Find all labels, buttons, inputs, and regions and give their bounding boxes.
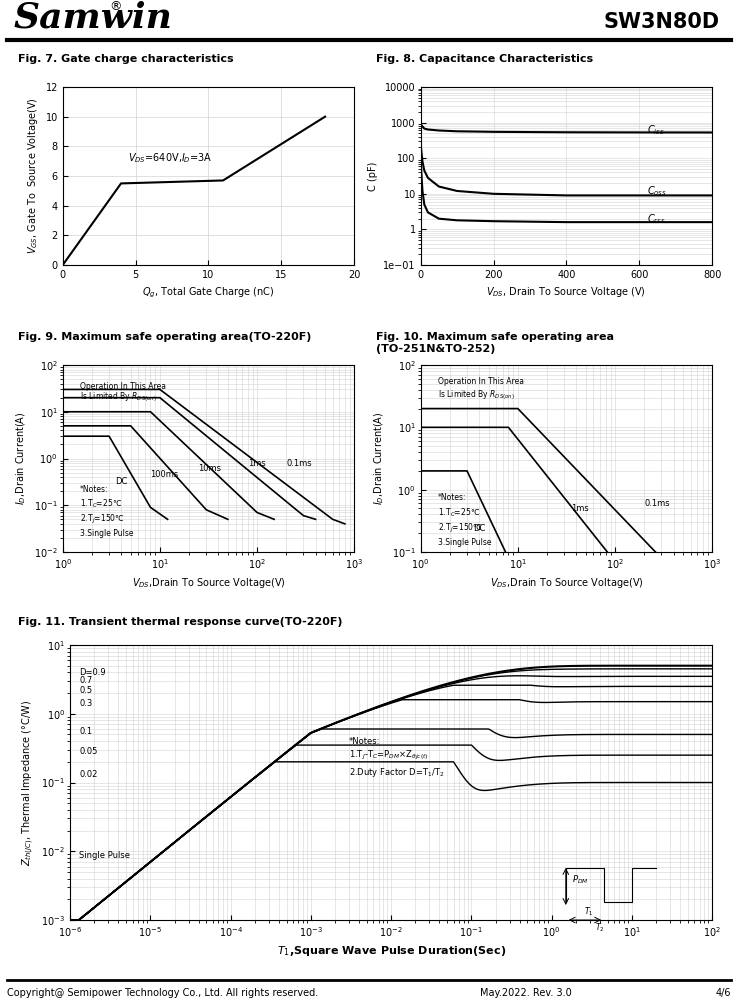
Y-axis label: $Z_{th(JC)}$, Thermal Impedance (°C/W): $Z_{th(JC)}$, Thermal Impedance (°C/W) xyxy=(21,699,35,866)
Text: $T_1$: $T_1$ xyxy=(584,906,593,918)
Text: 0.02: 0.02 xyxy=(79,770,97,779)
Text: DC: DC xyxy=(116,477,128,486)
Text: Fig. 9. Maximum safe operating area(TO-220F): Fig. 9. Maximum safe operating area(TO-2… xyxy=(18,332,312,342)
Text: 0.1ms: 0.1ms xyxy=(644,499,670,508)
Text: Operation In This Area: Operation In This Area xyxy=(438,377,524,386)
Text: 0.1ms: 0.1ms xyxy=(286,459,312,468)
X-axis label: $V_{DS}$, Drain To Source Voltage (V): $V_{DS}$, Drain To Source Voltage (V) xyxy=(486,285,646,299)
Text: Fig. 8. Capacitance Characteristics: Fig. 8. Capacitance Characteristics xyxy=(376,54,593,64)
Text: Samwin: Samwin xyxy=(13,1,172,35)
Text: Fig. 11. Transient thermal response curve(TO-220F): Fig. 11. Transient thermal response curv… xyxy=(18,617,343,627)
Y-axis label: $I_D$,Drain Current(A): $I_D$,Drain Current(A) xyxy=(373,412,387,505)
Text: SW3N80D: SW3N80D xyxy=(604,12,720,32)
Text: ®: ® xyxy=(109,0,122,13)
Text: DC: DC xyxy=(474,524,486,533)
Text: Fig. 10. Maximum safe operating area
(TO-251N&TO-252): Fig. 10. Maximum safe operating area (TO… xyxy=(376,332,614,354)
Text: 0.05: 0.05 xyxy=(79,747,97,756)
X-axis label: $Q_g$, Total Gate Charge (nC): $Q_g$, Total Gate Charge (nC) xyxy=(142,285,275,300)
Text: $C_{oss}$: $C_{oss}$ xyxy=(646,185,666,198)
Text: May.2022. Rev. 3.0: May.2022. Rev. 3.0 xyxy=(480,988,571,998)
Text: Is Limited By $R_{DS(on)}$: Is Limited By $R_{DS(on)}$ xyxy=(438,388,514,402)
X-axis label: $T_1$,Square Wave Pulse Duration(Sec): $T_1$,Square Wave Pulse Duration(Sec) xyxy=(277,944,506,958)
Text: $V_{DS}$=640V,$I_D$=3A: $V_{DS}$=640V,$I_D$=3A xyxy=(128,151,213,165)
Text: D=0.9: D=0.9 xyxy=(79,668,106,677)
Text: 1ms: 1ms xyxy=(570,504,588,513)
Text: *Notes:
1.T$_C$=25℃
2.T$_J$=150℃
3.Single Pulse: *Notes: 1.T$_C$=25℃ 2.T$_J$=150℃ 3.Singl… xyxy=(80,485,134,538)
Text: *Notes:
1.T$_C$=25℃
2.T$_J$=150℃
3.Single Pulse: *Notes: 1.T$_C$=25℃ 2.T$_J$=150℃ 3.Singl… xyxy=(438,493,492,547)
Text: *Notes:
1.T$_J$-T$_C$=P$_{DM}$×Z$_{\theta jc(t)}$
2.Duty Factor D=T$_1$/T$_2$: *Notes: 1.T$_J$-T$_C$=P$_{DM}$×Z$_{\thet… xyxy=(349,737,444,779)
Text: $C_{iss}$: $C_{iss}$ xyxy=(646,123,664,137)
Text: 4/6: 4/6 xyxy=(715,988,731,998)
X-axis label: $V_{DS}$,Drain To Source Voltage(V): $V_{DS}$,Drain To Source Voltage(V) xyxy=(489,576,644,590)
Text: $T_2$: $T_2$ xyxy=(596,922,605,934)
Text: 0.1: 0.1 xyxy=(79,727,92,736)
Text: $C_{rss}$: $C_{rss}$ xyxy=(646,212,665,226)
Text: Single Pulse: Single Pulse xyxy=(79,851,130,860)
Y-axis label: $V_{GS}$, Gate To  Source Voltage(V): $V_{GS}$, Gate To Source Voltage(V) xyxy=(26,98,40,254)
Text: $P_{DM}$: $P_{DM}$ xyxy=(572,874,589,886)
Text: 1ms: 1ms xyxy=(248,459,266,468)
Y-axis label: $I_D$,Drain Current(A): $I_D$,Drain Current(A) xyxy=(15,412,29,505)
Text: 0.3: 0.3 xyxy=(79,699,92,708)
Text: Is Limited By $R_{DS(on)}$: Is Limited By $R_{DS(on)}$ xyxy=(80,391,156,404)
Text: 0.7: 0.7 xyxy=(79,676,92,685)
X-axis label: $V_{DS}$,Drain To Source Voltage(V): $V_{DS}$,Drain To Source Voltage(V) xyxy=(131,576,286,590)
Text: 0.5: 0.5 xyxy=(79,686,92,695)
Text: Copyright@ Semipower Technology Co., Ltd. All rights reserved.: Copyright@ Semipower Technology Co., Ltd… xyxy=(7,988,319,998)
Text: 10ms: 10ms xyxy=(199,464,221,473)
Text: 100ms: 100ms xyxy=(151,470,179,479)
Y-axis label: C (pF): C (pF) xyxy=(368,161,378,191)
Text: Fig. 7. Gate charge characteristics: Fig. 7. Gate charge characteristics xyxy=(18,54,234,64)
Text: Operation In This Area: Operation In This Area xyxy=(80,382,166,391)
